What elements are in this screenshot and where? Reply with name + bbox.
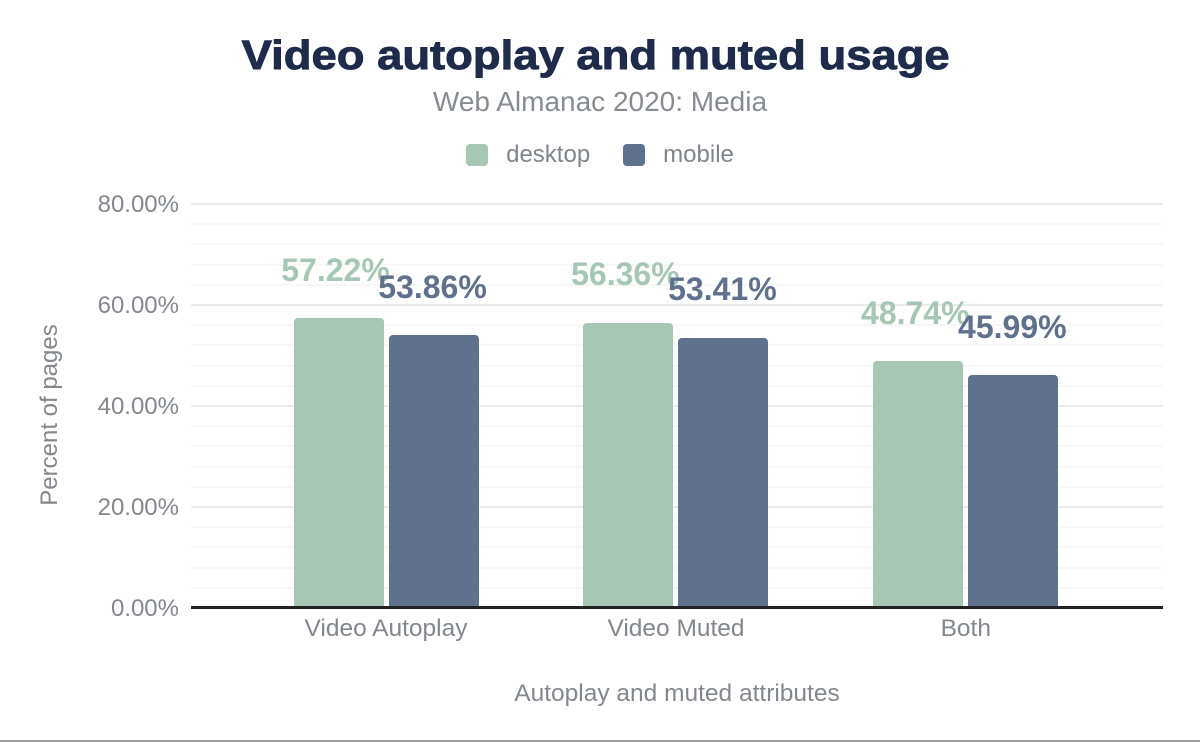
svg-text:Video autoplay and muted usage: Video autoplay and muted usage [242,32,950,78]
